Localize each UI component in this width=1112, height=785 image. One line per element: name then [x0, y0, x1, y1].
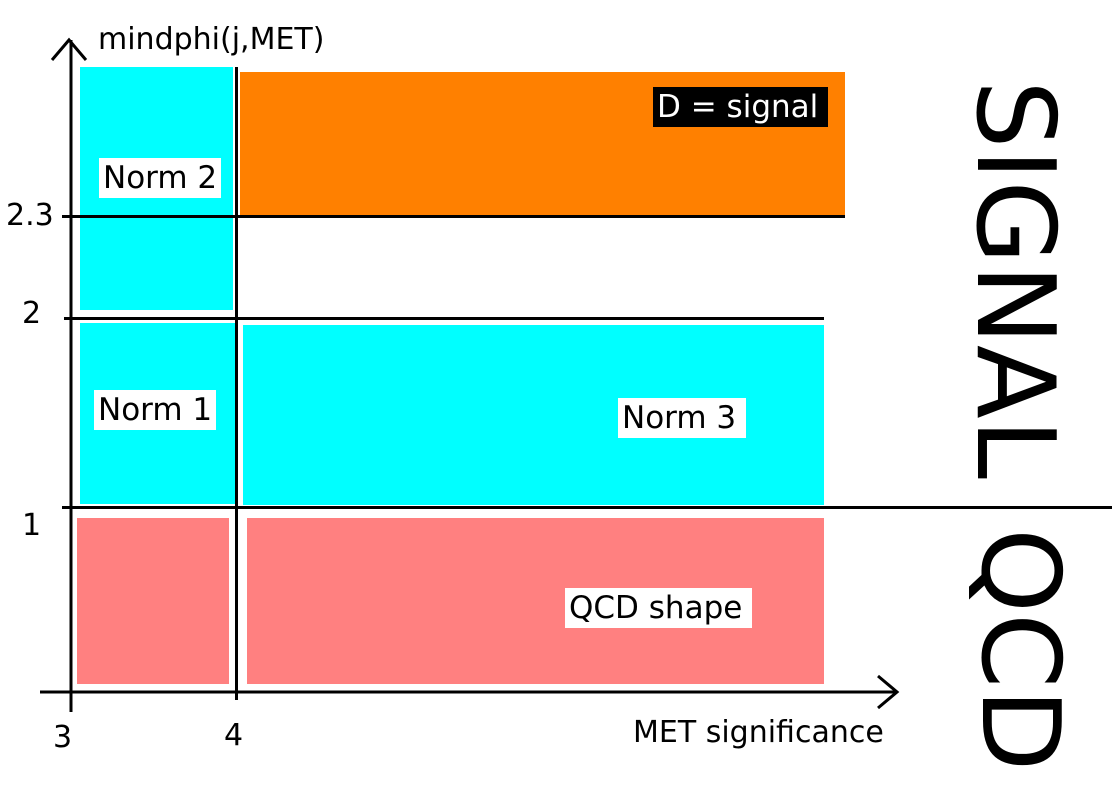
boundary-line-2 — [64, 317, 824, 320]
qcd-shape-label: QCD shape — [565, 588, 753, 628]
x-tick-3: 3 — [53, 720, 73, 755]
x-axis-label: MET significance — [633, 715, 884, 750]
x-tick-4: 4 — [224, 718, 244, 753]
y-axis-label: mindphi(j,MET) — [98, 22, 325, 57]
y-tick-1: 1 — [22, 508, 42, 543]
signal-side-label: SIGNAL — [952, 80, 1077, 479]
signal-d-label: D = signal — [653, 87, 829, 127]
norm1-label: Norm 1 — [94, 390, 217, 430]
norm2-label: Norm 2 — [99, 158, 222, 198]
boundary-line-1 — [62, 506, 1112, 509]
qcd-low-region — [77, 518, 229, 684]
qcd-side-label: QCD — [957, 528, 1082, 772]
boundary-line-4 — [235, 67, 238, 700]
norm3-label: Norm 3 — [618, 398, 747, 438]
y-tick-2.3: 2.3 — [6, 198, 54, 233]
y-tick-2: 2 — [22, 296, 42, 331]
boundary-line-2.3 — [62, 215, 845, 218]
